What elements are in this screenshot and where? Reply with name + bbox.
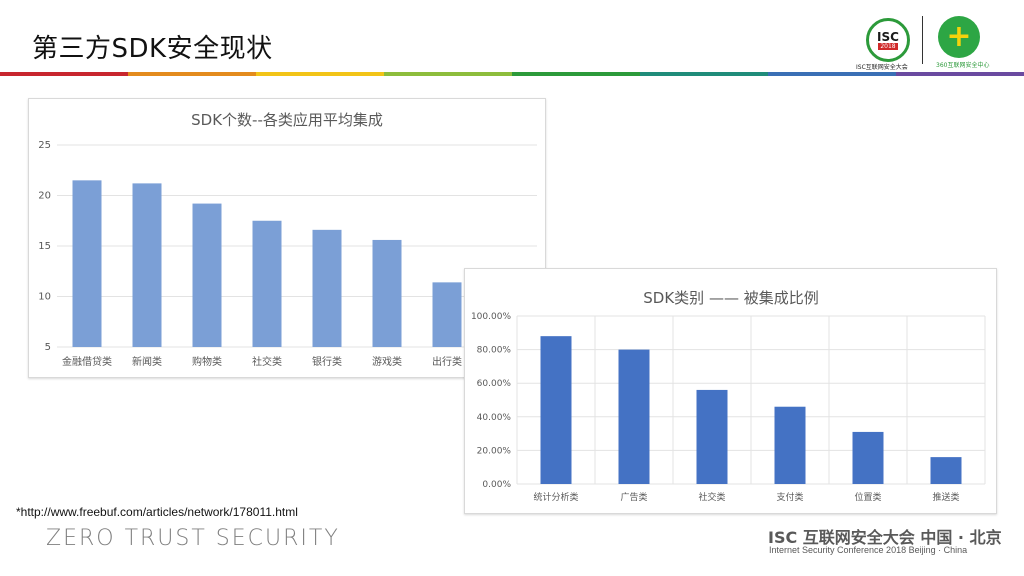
bar-5: [312, 229, 342, 347]
sdk-category-chart: SDK类别 —— 被集成比例 0.00% 20.00% 40.00% 60.00% 80.…: [464, 268, 997, 514]
bar-1: [72, 180, 102, 347]
360-logo-icon: +: [938, 16, 980, 58]
sdk-count-chart: SDK个数--各类应用平均集成 5 10 15 20 25 金融借贷类 新闻类 购物类 社交类 银行…: [28, 98, 546, 378]
x-tick-label: 新闻类: [132, 355, 162, 368]
rule-segment: [768, 72, 896, 76]
bar-4: [252, 220, 282, 347]
x-tick-label: 位置类: [854, 491, 881, 503]
sdk-category-chart-svg: SDK类别 —— 被集成比例 0.00% 20.00% 40.00% 60.00% 80.…: [471, 289, 986, 503]
isc-logo: ISC 2018: [866, 18, 910, 62]
conference-subtitle: Internet Security Conference 2018 Beijin…: [769, 545, 968, 555]
x-tick-label: 广告类: [620, 491, 647, 503]
y-tick-label: 20: [38, 191, 51, 202]
rule-segment: [512, 72, 640, 76]
x-tick-label: 出行类: [432, 355, 462, 368]
rule-segment: [128, 72, 256, 76]
brand-text: ZERO TRUST SECURITY: [46, 526, 340, 551]
bar-3: [696, 389, 728, 484]
isc-logo-text: ISC: [877, 29, 899, 44]
y-tick-label: 15: [38, 241, 51, 252]
y-tick-label: 80.00%: [477, 346, 512, 356]
bar-4: [774, 406, 806, 484]
x-tick-label: 统计分析类: [533, 491, 578, 503]
y-tick-label: 25: [38, 140, 51, 151]
bar-6: [930, 457, 962, 484]
y-tick-label: 5: [45, 342, 51, 353]
bar-3: [192, 203, 222, 347]
bar-1: [540, 336, 572, 484]
x-tick-label: 社交类: [252, 355, 282, 368]
y-tick-label: 10: [38, 292, 51, 303]
x-tick-label: 推送类: [932, 491, 959, 503]
bar-2: [132, 183, 162, 347]
bar-7: [432, 282, 462, 347]
rule-segment: [256, 72, 384, 76]
y-tick-label: 40.00%: [477, 413, 512, 423]
slide-title: 第三方SDK安全现状: [32, 34, 273, 64]
isc-logo-caption: ISC互联网安全大会: [856, 64, 908, 71]
y-tick-label: 60.00%: [477, 379, 512, 389]
logo-divider: [922, 16, 923, 64]
sdk-count-chart-svg: SDK个数--各类应用平均集成 5 10 15 20 25 金融借贷类 新闻类 购物类 社交类 银行…: [38, 111, 537, 368]
conference-title: ISC 互联网安全大会 中国 · 北京: [768, 528, 1002, 547]
y-tick-label: 0.00%: [482, 480, 511, 490]
isc-logo-year: 2018: [878, 42, 898, 50]
bar-6: [372, 239, 402, 347]
x-tick-label: 银行类: [312, 355, 342, 368]
x-tick-label: 购物类: [192, 355, 222, 368]
x-tick-label: 游戏类: [372, 355, 402, 368]
source-footnote: *http://www.freebuf.com/articles/network…: [16, 505, 298, 519]
bar-5: [852, 431, 884, 484]
y-tick-label: 20.00%: [477, 446, 512, 456]
color-rule: [0, 72, 1024, 76]
rule-segment: [640, 72, 768, 76]
360-logo-caption: 360互联网安全中心: [936, 62, 990, 69]
chart-title: SDK个数--各类应用平均集成: [191, 111, 383, 129]
rule-segment: [896, 72, 1024, 76]
rule-segment: [0, 72, 128, 76]
bar-2: [618, 349, 650, 484]
rule-segment: [384, 72, 512, 76]
y-tick-label: 100.00%: [471, 312, 511, 322]
x-tick-label: 支付类: [776, 491, 803, 503]
x-tick-label: 金融借贷类: [62, 355, 112, 368]
chart-title: SDK类别 —— 被集成比例: [643, 289, 818, 307]
x-tick-label: 社交类: [698, 491, 725, 503]
